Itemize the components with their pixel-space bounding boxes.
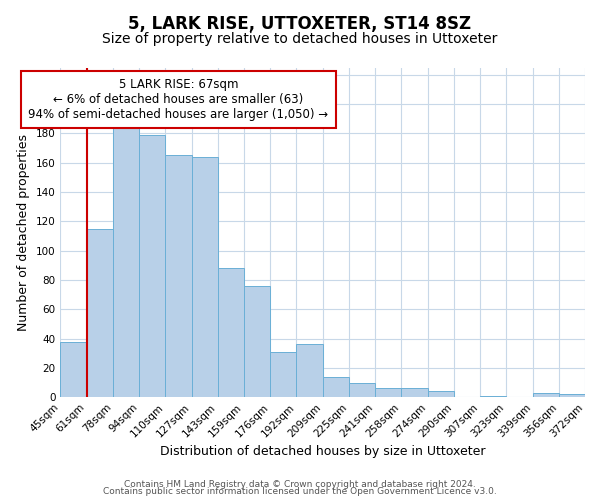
Text: Contains public sector information licensed under the Open Government Licence v3: Contains public sector information licen…: [103, 487, 497, 496]
Bar: [61, 342, 86, 397]
Bar: [218, 268, 244, 397]
Bar: [401, 388, 428, 397]
Bar: [270, 352, 296, 397]
Text: Size of property relative to detached houses in Uttoxeter: Size of property relative to detached ho…: [103, 32, 497, 46]
Bar: [244, 286, 270, 397]
Bar: [166, 156, 191, 397]
Y-axis label: Number of detached properties: Number of detached properties: [17, 134, 30, 331]
Bar: [533, 393, 559, 397]
Bar: [86, 228, 113, 397]
X-axis label: Distribution of detached houses by size in Uttoxeter: Distribution of detached houses by size …: [160, 444, 485, 458]
Bar: [480, 396, 506, 397]
Text: Contains HM Land Registry data © Crown copyright and database right 2024.: Contains HM Land Registry data © Crown c…: [124, 480, 476, 489]
Bar: [296, 344, 323, 397]
Bar: [191, 157, 218, 397]
Text: 5, LARK RISE, UTTOXETER, ST14 8SZ: 5, LARK RISE, UTTOXETER, ST14 8SZ: [128, 15, 472, 33]
Bar: [559, 394, 585, 397]
Bar: [113, 128, 139, 397]
Bar: [323, 376, 349, 397]
Bar: [139, 135, 166, 397]
Text: 5 LARK RISE: 67sqm
← 6% of detached houses are smaller (63)
94% of semi-detached: 5 LARK RISE: 67sqm ← 6% of detached hous…: [28, 78, 329, 121]
Bar: [375, 388, 401, 397]
Bar: [349, 382, 375, 397]
Bar: [428, 392, 454, 397]
